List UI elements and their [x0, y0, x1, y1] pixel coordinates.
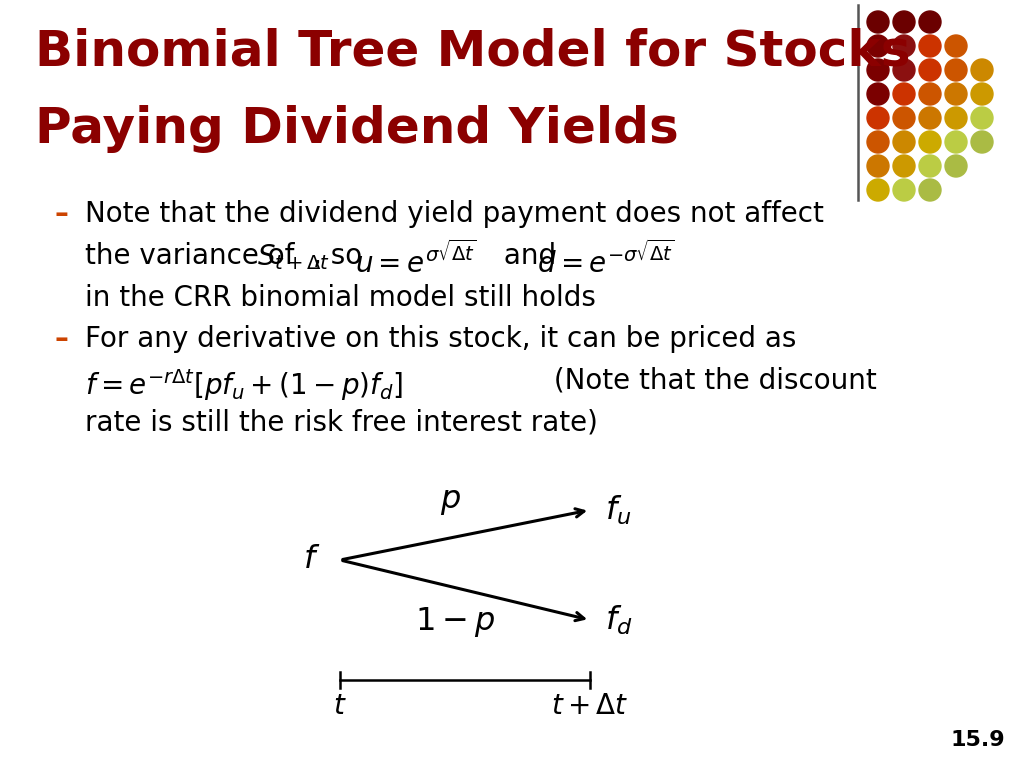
Text: $S_{t+\Delta t}$: $S_{t+\Delta t}$ [257, 242, 330, 272]
Circle shape [893, 11, 915, 33]
Text: , so: , so [313, 242, 371, 270]
Circle shape [919, 179, 941, 201]
Text: $f = e^{-r\Delta t}[pf_u + (1-p)f_d]$: $f = e^{-r\Delta t}[pf_u + (1-p)f_d]$ [85, 367, 403, 403]
Circle shape [867, 35, 889, 57]
Circle shape [919, 11, 941, 33]
Text: Paying Dividend Yields: Paying Dividend Yields [35, 105, 679, 153]
Text: Binomial Tree Model for Stocks: Binomial Tree Model for Stocks [35, 28, 910, 76]
Circle shape [945, 59, 967, 81]
Circle shape [893, 179, 915, 201]
Circle shape [945, 83, 967, 105]
Text: $t$: $t$ [333, 692, 347, 720]
Text: $f_d$: $f_d$ [605, 604, 633, 637]
Circle shape [867, 155, 889, 177]
Text: $1 - p$: $1 - p$ [415, 605, 496, 639]
Circle shape [945, 107, 967, 129]
Text: rate is still the risk free interest rate): rate is still the risk free interest rat… [85, 409, 598, 437]
Circle shape [867, 83, 889, 105]
Circle shape [893, 59, 915, 81]
Circle shape [919, 83, 941, 105]
Text: $p$: $p$ [439, 486, 461, 517]
Circle shape [893, 35, 915, 57]
Text: $u = e^{\sigma\sqrt{\Delta t}}$: $u = e^{\sigma\sqrt{\Delta t}}$ [355, 242, 476, 280]
Circle shape [893, 155, 915, 177]
Text: 15.9: 15.9 [950, 730, 1005, 750]
Circle shape [867, 179, 889, 201]
Circle shape [919, 59, 941, 81]
Text: $d = e^{-\sigma\sqrt{\Delta t}}$: $d = e^{-\sigma\sqrt{\Delta t}}$ [537, 242, 675, 280]
Text: –: – [55, 200, 69, 228]
Circle shape [893, 131, 915, 153]
Circle shape [867, 59, 889, 81]
Circle shape [971, 83, 993, 105]
Circle shape [919, 107, 941, 129]
Text: $f$: $f$ [303, 545, 319, 575]
Circle shape [919, 35, 941, 57]
Text: the variance of: the variance of [85, 242, 303, 270]
Circle shape [945, 155, 967, 177]
Text: $f_u$: $f_u$ [605, 493, 632, 527]
Circle shape [867, 11, 889, 33]
Text: in the CRR binomial model still holds: in the CRR binomial model still holds [85, 284, 596, 312]
Circle shape [971, 59, 993, 81]
Text: Note that the dividend yield payment does not affect: Note that the dividend yield payment doe… [85, 200, 824, 228]
Text: and: and [495, 242, 565, 270]
Circle shape [919, 131, 941, 153]
Circle shape [867, 131, 889, 153]
Circle shape [919, 155, 941, 177]
Circle shape [971, 107, 993, 129]
Circle shape [945, 35, 967, 57]
Circle shape [945, 131, 967, 153]
Circle shape [893, 83, 915, 105]
Text: (Note that the discount: (Note that the discount [545, 367, 877, 395]
Circle shape [893, 107, 915, 129]
Circle shape [867, 107, 889, 129]
Circle shape [971, 131, 993, 153]
Text: –: – [55, 325, 69, 353]
Text: For any derivative on this stock, it can be priced as: For any derivative on this stock, it can… [85, 325, 797, 353]
Text: $t + \Delta t$: $t + \Delta t$ [551, 692, 629, 720]
